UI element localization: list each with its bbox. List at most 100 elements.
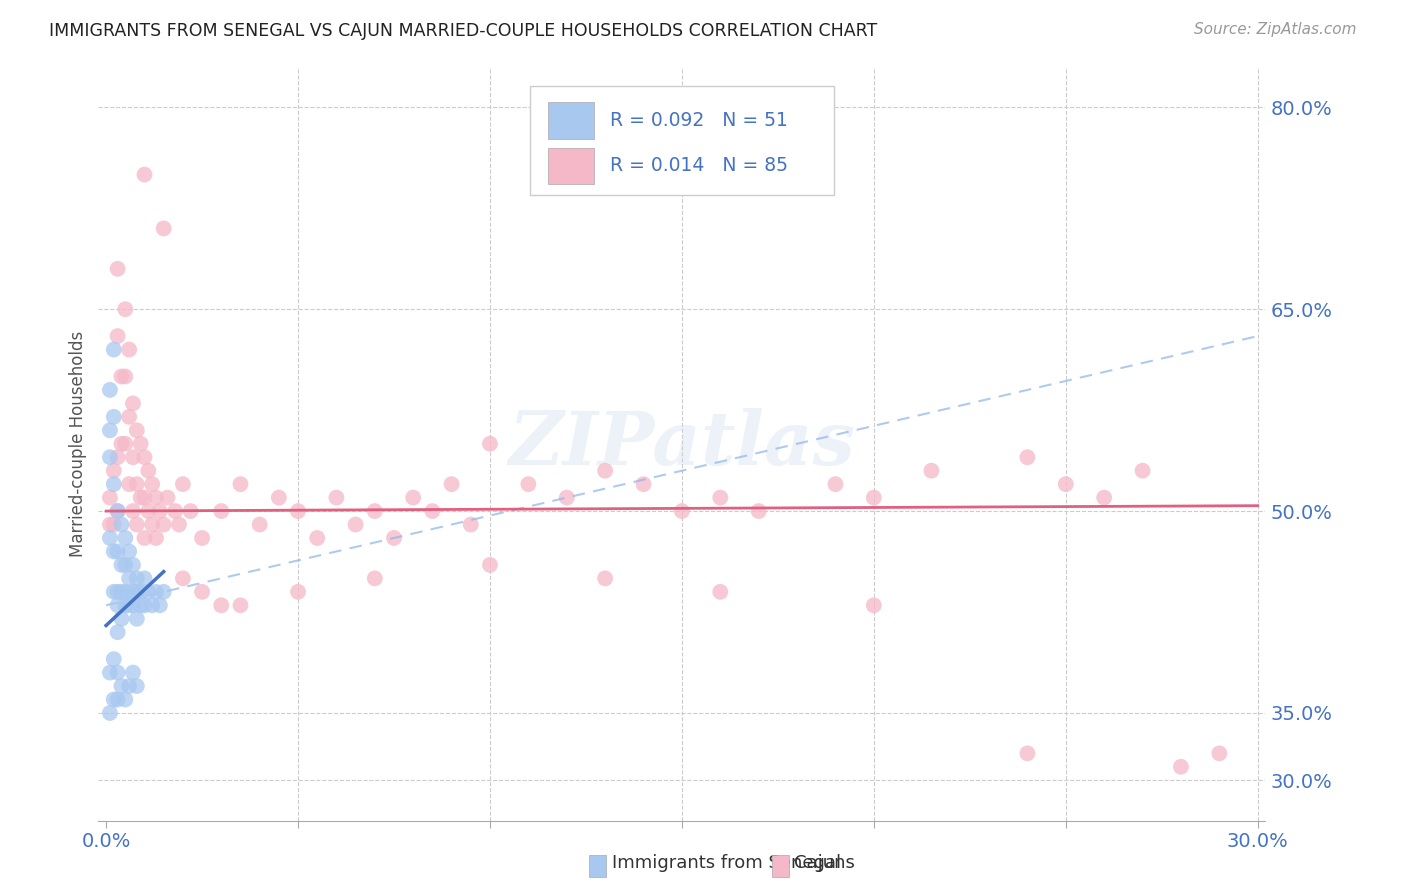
Point	[824, 477, 846, 491]
Point	[114, 436, 136, 450]
Point	[671, 504, 693, 518]
Point	[191, 531, 214, 545]
Point	[107, 692, 129, 706]
Point	[118, 679, 141, 693]
Point	[209, 599, 232, 613]
Point	[440, 477, 463, 491]
Point	[114, 584, 136, 599]
Point	[110, 584, 132, 599]
Point	[114, 369, 136, 384]
Point	[748, 504, 770, 518]
Point	[114, 302, 136, 317]
Point	[107, 329, 129, 343]
Bar	[548, 147, 595, 184]
Point	[172, 477, 194, 491]
Point	[125, 423, 148, 437]
Point	[114, 692, 136, 706]
Point	[125, 477, 148, 491]
Point	[134, 168, 156, 182]
Point	[325, 491, 347, 505]
Point	[145, 491, 167, 505]
Point	[129, 584, 152, 599]
Point	[422, 504, 444, 518]
Point	[114, 558, 136, 572]
Point	[122, 558, 145, 572]
Point	[134, 571, 156, 585]
Point	[107, 544, 129, 558]
Point	[118, 599, 141, 613]
Text: Immigrants from Senegal: Immigrants from Senegal	[612, 855, 841, 872]
Point	[141, 599, 163, 613]
Point	[152, 584, 174, 599]
Point	[1017, 450, 1039, 465]
Point	[593, 464, 616, 478]
Point	[633, 477, 655, 491]
Point	[191, 584, 214, 599]
Point	[107, 584, 129, 599]
Point	[110, 436, 132, 450]
Point	[382, 531, 405, 545]
Point	[136, 504, 159, 518]
Point	[307, 531, 329, 545]
Point	[129, 436, 152, 450]
Point	[122, 665, 145, 680]
Point	[107, 665, 129, 680]
Point	[1017, 747, 1039, 761]
Point	[125, 584, 148, 599]
Point	[118, 409, 141, 424]
Point	[134, 531, 156, 545]
Point	[172, 571, 194, 585]
Point	[180, 504, 202, 518]
Point	[107, 450, 129, 465]
Point	[287, 584, 309, 599]
Point	[364, 504, 387, 518]
Text: R = 0.092   N = 51: R = 0.092 N = 51	[610, 111, 787, 130]
Point	[129, 491, 152, 505]
Point	[107, 599, 129, 613]
Point	[122, 504, 145, 518]
Point	[364, 571, 387, 585]
Text: ZIPatlas: ZIPatlas	[509, 408, 855, 480]
Point	[920, 464, 942, 478]
Point	[107, 625, 129, 640]
Point	[478, 436, 501, 450]
Point	[118, 571, 141, 585]
Point	[122, 396, 145, 410]
Point	[134, 491, 156, 505]
Point	[1092, 491, 1115, 505]
Point	[287, 504, 309, 518]
Point	[134, 599, 156, 613]
Point	[118, 477, 141, 491]
Point	[98, 665, 121, 680]
Point	[863, 599, 886, 613]
Point	[103, 517, 125, 532]
Point	[134, 450, 156, 465]
Point	[209, 504, 232, 518]
Point	[460, 517, 482, 532]
Point	[229, 477, 252, 491]
Point	[98, 383, 121, 397]
Point	[110, 612, 132, 626]
Point	[98, 706, 121, 720]
Point	[110, 517, 132, 532]
Point	[98, 491, 121, 505]
Point	[402, 491, 425, 505]
Point	[152, 517, 174, 532]
Point	[114, 531, 136, 545]
Point	[98, 423, 121, 437]
Point	[125, 679, 148, 693]
Point	[110, 558, 132, 572]
Point	[103, 692, 125, 706]
Point	[136, 584, 159, 599]
Point	[478, 558, 501, 572]
Point	[98, 450, 121, 465]
Point	[103, 652, 125, 666]
Text: Cajuns: Cajuns	[794, 855, 855, 872]
Point	[149, 599, 172, 613]
Point	[156, 491, 179, 505]
Point	[1054, 477, 1077, 491]
Point	[344, 517, 367, 532]
Point	[141, 477, 163, 491]
Point	[110, 369, 132, 384]
Point	[125, 517, 148, 532]
